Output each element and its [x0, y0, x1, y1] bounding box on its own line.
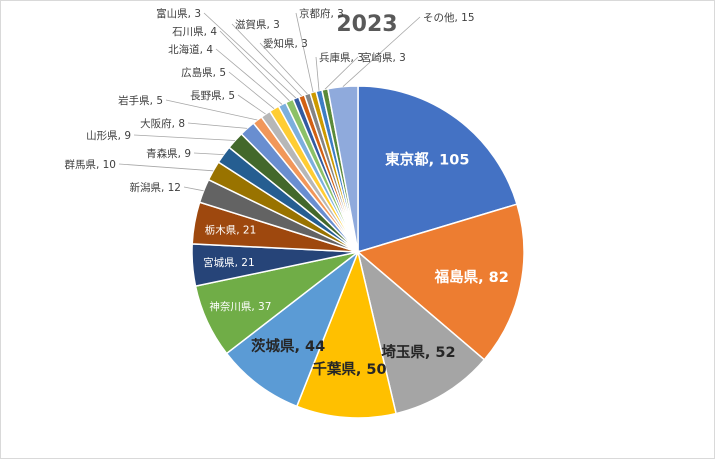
- data-label-20: 愛知県, 3: [263, 37, 308, 50]
- leader-line-15: [228, 71, 275, 110]
- data-label-7: 栃木県, 21: [205, 223, 257, 236]
- slice-0: [357, 85, 518, 254]
- data-label-1: 福島県, 82: [434, 268, 509, 286]
- leader-line-19: [231, 23, 302, 97]
- slice-2: [356, 249, 486, 415]
- data-label-0: 東京都, 105: [385, 151, 469, 169]
- leader-line-22: [315, 56, 320, 91]
- slice-24: [326, 85, 359, 253]
- data-label-4: 茨城県, 44: [251, 337, 325, 355]
- data-label-17: 石川県, 4: [172, 26, 217, 38]
- data-label-23: 宮崎県, 3: [361, 51, 406, 64]
- data-label-19: 滋賀県, 3: [235, 18, 280, 31]
- slice-3: [295, 249, 397, 419]
- leader-line-9: [118, 163, 214, 172]
- leader-lines: [118, 12, 421, 192]
- data-label-3: 千葉県, 50: [312, 360, 386, 378]
- data-label-24: その他, 15: [423, 11, 475, 24]
- data-label-6: 宮城県, 21: [203, 256, 255, 269]
- data-label-12: 大阪府, 8: [140, 117, 185, 130]
- leader-line-14: [237, 94, 266, 115]
- leader-line-10: [193, 152, 224, 155]
- data-label-10: 青森県, 9: [146, 147, 191, 160]
- data-label-11: 山形県, 9: [86, 130, 131, 142]
- data-label-15: 広島県, 5: [181, 66, 226, 79]
- leader-line-24: [342, 16, 421, 87]
- data-label-2: 埼玉県, 52: [381, 344, 455, 361]
- pie-slices: [191, 85, 525, 419]
- data-label-18: 富山県, 3: [156, 7, 201, 20]
- leader-line-21: [295, 12, 314, 93]
- leader-line-23: [324, 56, 359, 90]
- slice-1: [356, 203, 525, 361]
- data-label-22: 兵庫県, 3: [319, 51, 364, 64]
- data-label-8: 新潟県, 12: [129, 181, 181, 194]
- data-label-13: 岩手県, 5: [118, 94, 163, 107]
- leader-line-20: [259, 42, 308, 95]
- data-label-21: 京都府, 3: [299, 7, 344, 20]
- chart-title: 2023: [336, 12, 397, 37]
- leader-line-16: [215, 48, 283, 105]
- leader-line-8: [183, 186, 204, 192]
- data-label-5: 神奈川県, 37: [209, 300, 271, 313]
- leader-line-17: [219, 30, 290, 102]
- data-label-9: 群馬県, 10: [64, 158, 116, 171]
- leader-line-12: [187, 122, 248, 129]
- data-label-14: 長野県, 5: [190, 90, 235, 102]
- leader-line-13: [165, 99, 258, 121]
- leader-line-11: [133, 134, 236, 141]
- data-label-16: 北海道, 4: [168, 43, 213, 56]
- slice-4: [225, 249, 360, 408]
- leader-line-18: [203, 12, 297, 99]
